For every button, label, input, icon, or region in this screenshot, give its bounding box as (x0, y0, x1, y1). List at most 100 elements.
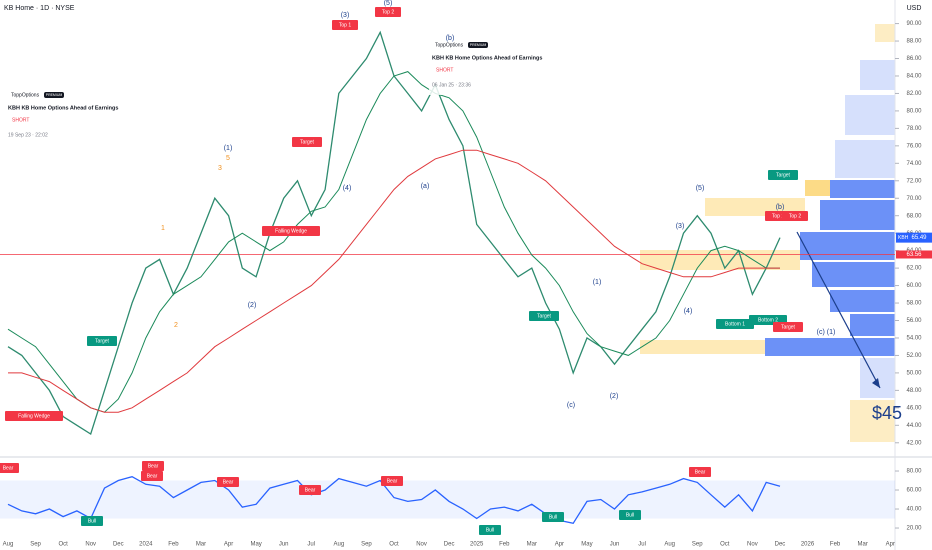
x-tick-label: May (250, 542, 261, 548)
y-tick-label: 60.00 (906, 283, 922, 289)
y-tick-label: 44.00 (906, 423, 922, 429)
badge-label: Bottom 1 (725, 321, 745, 327)
wave-label: (c) (1) (817, 329, 836, 336)
idea-date: 06 Jan 25 · 23:36 (432, 82, 471, 88)
projection-arrow (796, 231, 881, 389)
x-tick-label: Jul (307, 542, 315, 548)
badge-label: Target (300, 139, 315, 145)
y-tick-label: 90.00 (906, 21, 922, 27)
wave-label: 5 (226, 155, 230, 162)
y-tick-label: 80.00 (906, 469, 922, 475)
badge (689, 467, 711, 477)
y-tick-label: 48.00 (906, 388, 922, 394)
y-tick-label: 74.00 (906, 161, 922, 167)
wave-label: (5) (384, 0, 393, 7)
badge (542, 512, 564, 522)
x-tick-label: Apr (555, 542, 564, 548)
badge (262, 226, 320, 236)
badge-label: Top 1 (772, 213, 784, 219)
badge (292, 137, 322, 147)
badge-label: Falling Wedge (18, 413, 50, 419)
series-line (7, 476, 781, 525)
badge (5, 411, 63, 421)
x-tick-label: Jun (610, 542, 620, 548)
wave-label: (3) (676, 223, 685, 230)
badge (299, 485, 321, 495)
idea-card (5, 90, 115, 145)
idea-headline: KBH KB Home Options Ahead of Earnings (432, 55, 542, 61)
y-tick-label: 40.00 (906, 507, 922, 513)
arrow-head (872, 378, 880, 388)
x-tick-label: Oct (389, 542, 399, 548)
idea-author: ToppOptions (435, 42, 464, 48)
x-tick-label: Nov (747, 542, 758, 548)
badge-label: Bear (387, 478, 398, 484)
badge-label: Target (537, 313, 552, 319)
x-tick-label: Oct (720, 542, 730, 548)
x-tick-label: Apr (224, 542, 233, 548)
badge (479, 525, 501, 535)
x-tick-label: Feb (499, 542, 510, 548)
target-price: $45 (872, 403, 902, 423)
x-tick-label: Dec (775, 542, 786, 548)
badge-label: Bear (147, 473, 158, 479)
x-tick-label: 2026 (801, 542, 815, 548)
badge (381, 476, 403, 486)
badge-label: Bear (3, 465, 14, 471)
badge-label: Bull (549, 514, 557, 520)
x-tick-label: Apr (886, 542, 895, 548)
badge (782, 211, 808, 221)
x-tick-label: Nov (416, 542, 427, 548)
x-tick-label: Mar (196, 542, 206, 548)
badge (142, 461, 164, 471)
wave-label: 1 (161, 225, 165, 232)
wave-label: (b) (446, 35, 455, 42)
y-tick-label: 46.00 (906, 405, 922, 411)
y-tick-label: 78.00 (906, 126, 922, 132)
idea-author: ToppOptions (11, 92, 40, 98)
y-tick-label: 84.00 (906, 74, 922, 80)
premium-badge (44, 92, 64, 98)
series-line (7, 71, 780, 413)
y-tick-label: 42.00 (906, 440, 922, 446)
y-tick-label: 56.00 (906, 318, 922, 324)
badge-label: Falling Wedge (275, 228, 307, 234)
chart-title: KB Home · 1D · NYSE (4, 5, 75, 12)
x-tick-label: Sep (361, 542, 372, 548)
y-tick-label: 20.00 (906, 526, 922, 532)
badge-label: Bear (223, 479, 234, 485)
wave-label: (a) (421, 183, 430, 190)
y-tick-label: 50.00 (906, 370, 922, 376)
badge-label: Bull (88, 518, 96, 524)
x-tick-label: Mar (527, 542, 537, 548)
x-tick-label: Sep (692, 542, 703, 548)
badge-label: Bear (305, 487, 316, 493)
wave-label: (2) (610, 393, 619, 400)
price-badge-label: 63.56 (906, 252, 922, 258)
idea-card (429, 40, 539, 95)
wave-label: (2) (248, 302, 257, 309)
x-tick-label: 2024 (139, 542, 153, 548)
badge (0, 463, 19, 473)
badge (716, 319, 754, 329)
badge-label: Bottom 2 (758, 317, 778, 323)
x-tick-label: 2025 (470, 542, 484, 548)
y-tick-label: 88.00 (906, 39, 922, 45)
wave-label: (4) (343, 185, 352, 192)
premium-label: PREMIUM (470, 43, 487, 47)
badge (619, 510, 641, 520)
x-tick-label: Jun (279, 542, 289, 548)
y-tick-label: 52.00 (906, 353, 922, 359)
badge (87, 336, 117, 346)
badge-label: Target (781, 324, 796, 330)
premium-label: PREMIUM (46, 93, 63, 97)
volume-profile (640, 24, 895, 442)
badge (768, 170, 798, 180)
last-price-badge (896, 232, 932, 243)
wave-label: (3) (341, 12, 350, 19)
series-line (8, 149, 780, 413)
last-price-label: 65.49 (911, 235, 927, 241)
y-tick-label: 68.00 (906, 213, 922, 219)
x-tick-label: Mar (857, 542, 867, 548)
y-tick-label: 80.00 (906, 108, 922, 114)
